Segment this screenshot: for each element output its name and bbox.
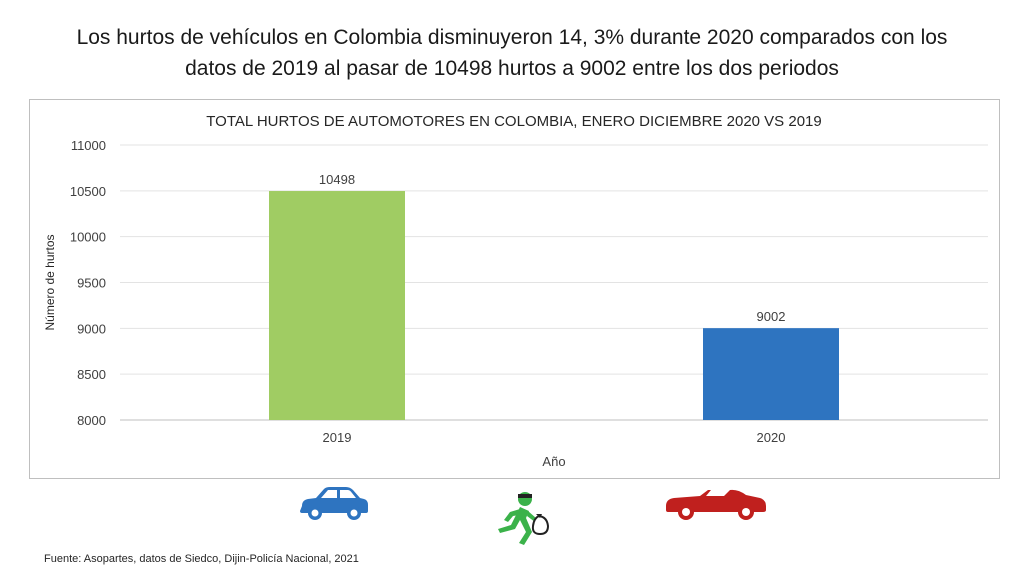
- headline-line-1: Los hurtos de vehículos en Colombia dism…: [76, 26, 948, 49]
- x-axis-label: Año: [542, 454, 565, 469]
- source-note: Fuente: Asopartes, datos de Siedco, Diji…: [44, 553, 359, 565]
- running-thief-icon: [498, 492, 550, 545]
- bar-2019: [269, 191, 405, 420]
- bar-chart: TOTAL HURTOS DE AUTOMOTORES EN COLOMBIA,…: [43, 113, 988, 469]
- red-convertible-icon: [666, 489, 766, 520]
- y-tick-label: 10500: [70, 184, 106, 199]
- y-axis-ticks: 8000 8500 9000 9500 10000 10500 11000: [70, 138, 106, 428]
- headline: Los hurtos de vehículos en Colombia dism…: [0, 22, 1024, 84]
- y-tick-label: 11000: [71, 138, 106, 153]
- x-axis-ticks: 2019 2020: [323, 430, 786, 445]
- chart-title: TOTAL HURTOS DE AUTOMOTORES EN COLOMBIA,…: [206, 113, 821, 130]
- data-label-2019: 10498: [319, 172, 355, 187]
- y-tick-label: 8500: [77, 367, 106, 382]
- x-tick-label: 2019: [323, 430, 352, 445]
- y-tick-label: 9500: [77, 276, 106, 291]
- data-label-2020: 9002: [757, 309, 786, 324]
- y-tick-label: 10000: [70, 230, 106, 245]
- bars: 10498 9002: [269, 172, 839, 420]
- chart-container: TOTAL HURTOS DE AUTOMOTORES EN COLOMBIA,…: [29, 99, 1000, 479]
- y-tick-label: 9000: [77, 321, 106, 336]
- blue-car-icon: [300, 487, 368, 520]
- headline-line-2: datos de 2019 al pasar de 10498 hurtos a…: [185, 57, 839, 80]
- y-tick-label: 8000: [77, 413, 106, 428]
- y-axis-label: Número de hurtos: [43, 234, 57, 330]
- gridlines: [120, 144, 988, 421]
- x-tick-label: 2020: [757, 430, 786, 445]
- bar-2020: [703, 328, 839, 420]
